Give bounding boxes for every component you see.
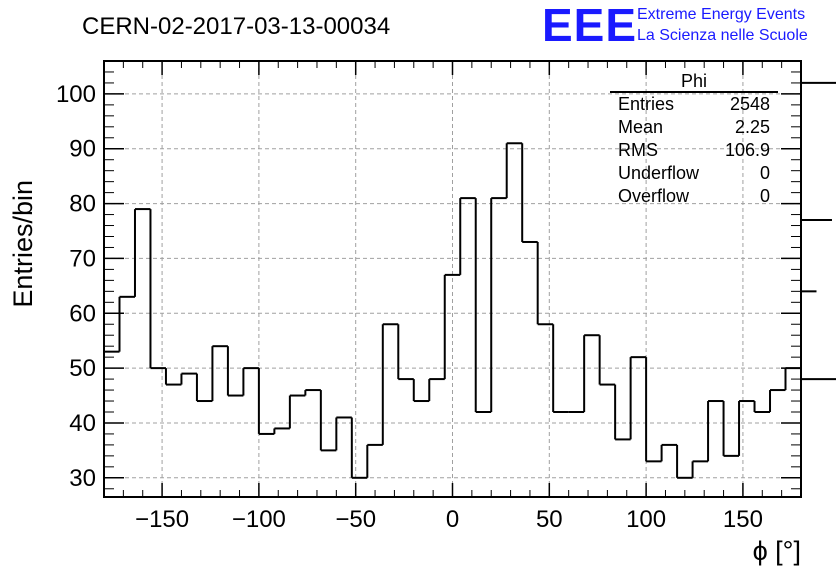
y-tick-label: 60: [69, 300, 96, 327]
x-tick-label: −150: [135, 506, 189, 533]
y-tick-label: 40: [69, 410, 96, 437]
axis-ticks: [104, 61, 801, 497]
stats-label: Overflow: [618, 186, 690, 206]
y-tick-label: 90: [69, 136, 96, 163]
y-tick-label: 80: [69, 191, 96, 218]
stats-label: Entries: [618, 94, 674, 114]
eee-logo: EEE Extreme Energy Events La Scienza nel…: [542, 0, 808, 51]
x-axis-title: ϕ [°]: [753, 536, 801, 566]
stats-value: 2.25: [735, 117, 770, 137]
stats-value: 106.9: [725, 140, 770, 160]
grid: [104, 61, 801, 497]
x-tick-label: −50: [335, 506, 376, 533]
y-tick-labels: 30 40 50 60 70 80 90 100: [56, 81, 96, 492]
stats-label: Mean: [618, 117, 663, 137]
stats-value: 0: [760, 163, 770, 183]
x-tick-label: 0: [446, 506, 459, 533]
logo-mark: EEE: [542, 0, 637, 51]
stats-value: 2548: [730, 94, 770, 114]
y-tick-label: 100: [56, 81, 96, 108]
stats-value: 0: [760, 186, 770, 206]
y-tick-label: 50: [69, 355, 96, 382]
x-tick-labels: −150 −100 −50 0 50 100 150: [135, 506, 763, 533]
x-tick-label: 150: [723, 506, 763, 533]
x-tick-label: 100: [626, 506, 666, 533]
chart-title: CERN-02-2017-03-13-00034: [82, 13, 390, 40]
y-tick-label: 70: [69, 245, 96, 272]
stats-box: Phi Entries 2548 Mean 2.25 RMS 106.9 Underflow…: [610, 71, 778, 206]
histogram-series: [104, 81, 836, 479]
stats-rows: Entries 2548 Mean 2.25 RMS 106.9 Underflow 0 Ove…: [618, 94, 770, 206]
stats-title: Phi: [681, 71, 707, 91]
x-tick-label: 50: [536, 506, 563, 533]
x-tick-label: −100: [232, 506, 286, 533]
logo-line-1: Extreme Energy Events: [637, 6, 805, 23]
y-tick-label: 30: [69, 465, 96, 492]
logo-line-2: La Scienza nelle Scuole: [637, 27, 808, 44]
y-axis-title: Entries/bin: [8, 180, 38, 308]
stats-label: Underflow: [618, 163, 700, 183]
stats-label: RMS: [618, 140, 658, 160]
